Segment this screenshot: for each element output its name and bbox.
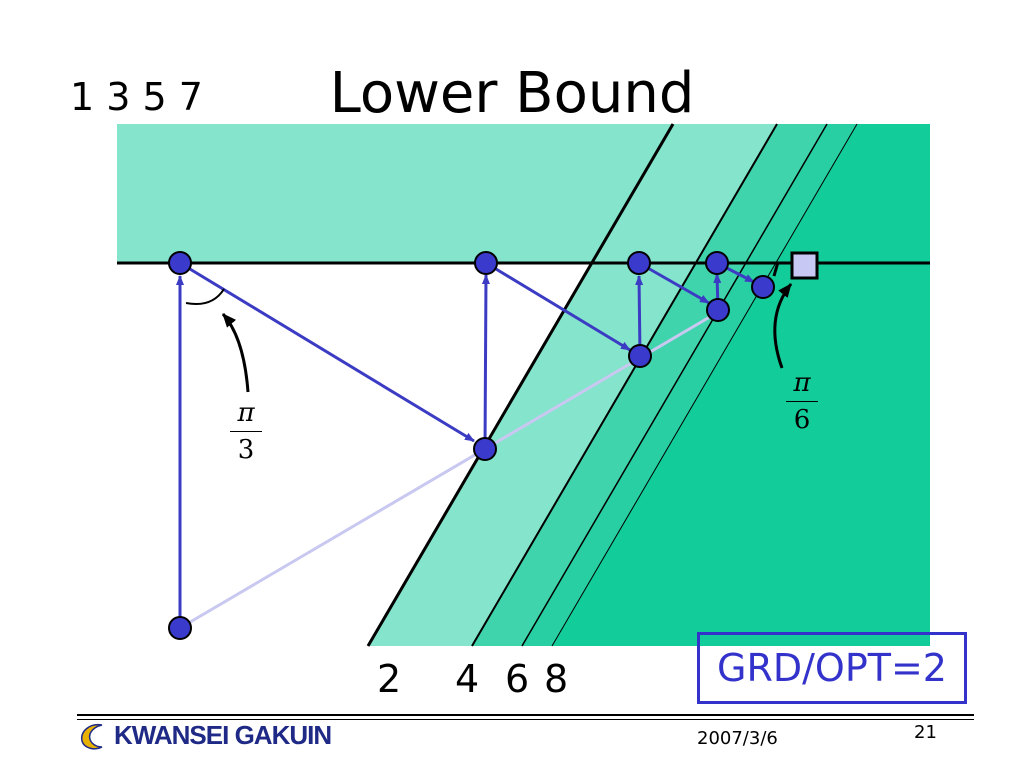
kwansei-gakuin-logo: KWANSEI GAKUIN [76,720,332,751]
slide-title: Lower Bound [329,61,695,126]
point [705,251,729,275]
boundary-line-8 [551,123,858,647]
point [706,298,730,322]
page-number: 21 [914,722,937,743]
arrow-up-2 [481,274,490,450]
point [473,437,497,461]
fraction-bar [230,431,262,432]
logo-text: KWANSEI GAKUIN [114,720,332,750]
top-numbers-label: 1 3 5 7 [70,75,203,119]
arrow-diagonal-1 [179,261,475,443]
point [628,344,652,368]
bottom-number-4: 4 [455,657,480,701]
arrow-diagonal-2 [485,261,631,352]
point [474,251,498,275]
footer-date: 2007/3/6 [697,728,778,749]
point [751,275,775,299]
boundary-line-2 [366,123,675,647]
fraction-bar [786,401,818,402]
point [627,251,651,275]
bottom-number-6: 6 [505,657,530,701]
point [168,616,192,640]
angle-arc-right [772,261,780,277]
angle-right-numerator: π [793,368,811,398]
angle-pointer-left [221,313,250,393]
footer-divider-thin [77,719,974,720]
arrow-up-3 [635,275,644,357]
angle-pointer-right [773,283,793,369]
angle-left-numerator: π [237,398,255,428]
boundary-line-4 [471,123,778,647]
ratio-box: GRD/OPT=2 [697,632,967,704]
bottom-number-8: 8 [544,657,569,701]
crescent-moon-icon [81,723,103,749]
bottom-number-2: 2 [377,657,402,701]
point [168,251,192,275]
target-square-icon [790,251,819,280]
arrow-diagonal-3 [638,261,710,305]
angle-label-pi-over-6: π 6 [786,368,818,435]
angle-right-denominator: 6 [793,405,811,435]
angle-label-pi-over-3: π 3 [230,398,262,465]
angle-arc-left [185,288,225,305]
angle-left-denominator: 3 [237,435,255,465]
band-region-8 [552,124,930,646]
footer-divider [77,714,974,716]
faint-guide-line [179,309,721,630]
boundary-line-6 [521,123,828,647]
